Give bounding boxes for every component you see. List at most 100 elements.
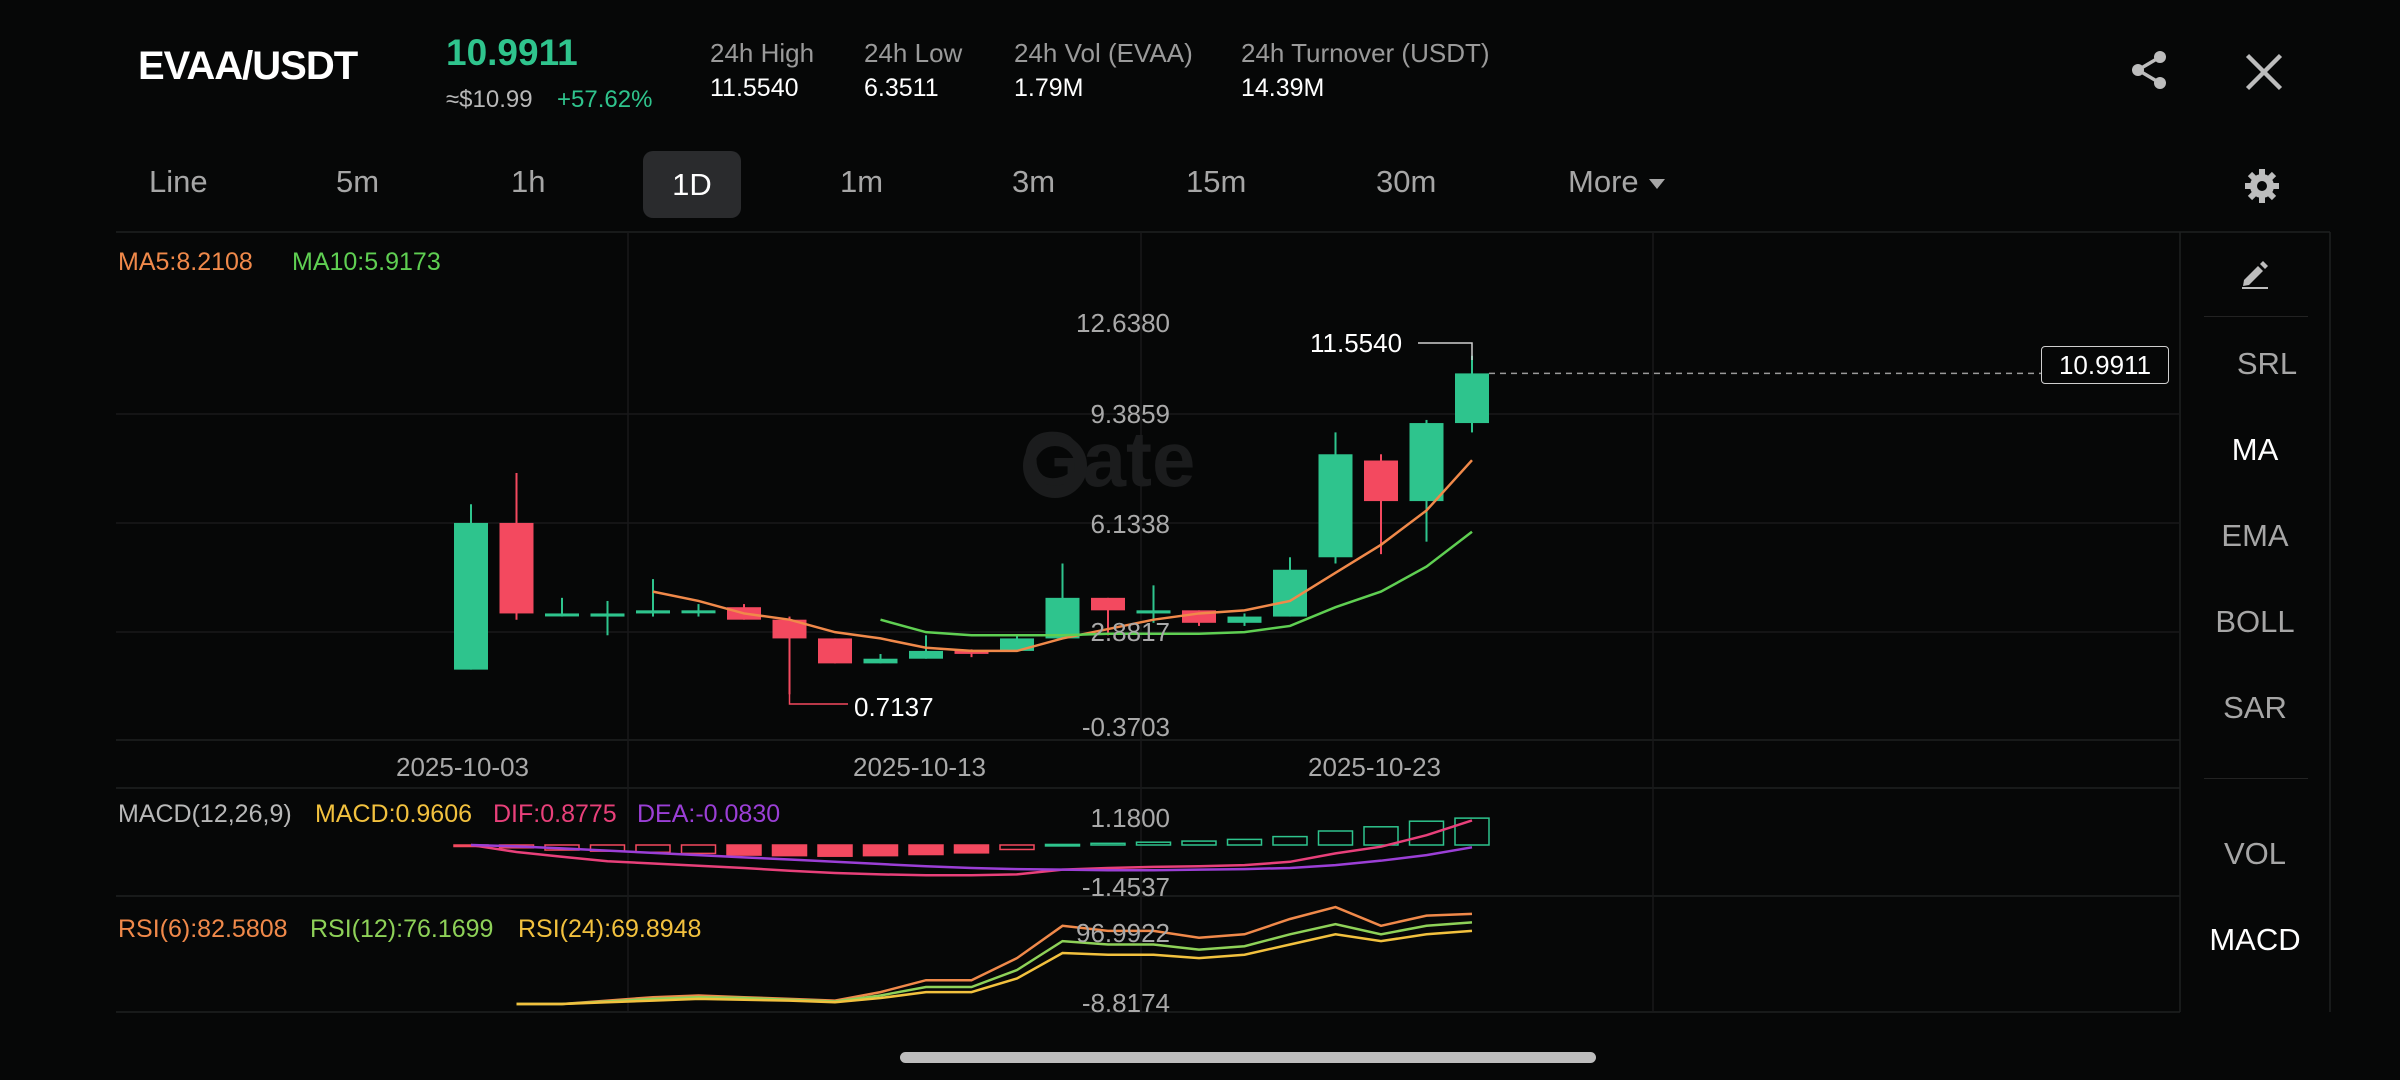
- rsi6-value: RSI(6):82.5808: [118, 915, 288, 943]
- candle-body: [863, 658, 898, 664]
- macd-bar: [1272, 835, 1308, 846]
- gate-logo-icon: [1023, 434, 1087, 498]
- side-divider: [2204, 316, 2308, 317]
- macd-bar: [862, 844, 899, 857]
- trading-pair: EVAA/USDT: [138, 44, 358, 88]
- last-price: 10.9911: [446, 32, 578, 73]
- tf-30m[interactable]: 30m: [1376, 164, 1437, 199]
- tf-5m[interactable]: 5m: [336, 164, 380, 199]
- caret-down-icon: [1648, 178, 1665, 189]
- candle-body: [1409, 423, 1444, 502]
- x-tick-label: 2025-10-13: [853, 752, 986, 782]
- share-icon[interactable]: [2128, 48, 2172, 92]
- candle-body: [1455, 373, 1489, 424]
- price-axis-label: 6.1338: [1090, 509, 1170, 539]
- candle-body: [454, 522, 488, 670]
- macd-bar: [1044, 843, 1081, 847]
- chart-grid: [116, 231, 2331, 1013]
- stat-label-high: 24h High: [710, 38, 815, 68]
- rsi24-line: [516, 929, 1473, 1006]
- price-axis-label: 9.3859: [1090, 399, 1170, 429]
- candle-body: [590, 613, 625, 617]
- rsi12-value: RSI(12):76.1699: [310, 915, 494, 943]
- x-tick-label: 2025-10-23: [1308, 752, 1441, 782]
- candle-body: [909, 650, 943, 659]
- low-marker-leader: [788, 686, 848, 705]
- indicator-vol[interactable]: VOL: [2223, 836, 2287, 871]
- ma5-line: [652, 459, 1473, 653]
- indicator-sar[interactable]: SAR: [2223, 690, 2287, 725]
- tf-1h[interactable]: 1h: [511, 164, 546, 199]
- macd-axis-label: 1.1800: [1090, 803, 1170, 833]
- macd-bar: [1408, 820, 1445, 846]
- indicator-macd[interactable]: MACD: [2209, 922, 2301, 957]
- rsi24-value: RSI(24):69.8948: [518, 915, 702, 943]
- macd-bar: [1090, 842, 1126, 846]
- candle-body: [772, 619, 807, 639]
- macd-bar: [1454, 817, 1490, 846]
- candle-body: [1045, 597, 1080, 639]
- macd-value: MACD:0.9606: [315, 800, 473, 828]
- stat-label-turnover: 24h Turnover (USDT): [1241, 38, 1490, 68]
- macd-bar: [1135, 841, 1172, 846]
- candle-body: [681, 610, 716, 614]
- tf-1m[interactable]: 1m: [840, 164, 884, 199]
- macd-bar: [1181, 840, 1217, 846]
- rsi12-line: [516, 921, 1473, 1006]
- indicator-srl[interactable]: SRL: [2236, 346, 2298, 381]
- candle-body: [499, 522, 534, 614]
- macd-panel: [453, 817, 1490, 877]
- candle-body: [1318, 454, 1353, 558]
- x-tick-label: 2025-10-03: [396, 752, 529, 782]
- stat-value-low: 6.3511: [864, 74, 939, 102]
- last-price-tag: 10.9911: [2041, 346, 2169, 384]
- ma10-label: MA10:5.9173: [292, 248, 441, 276]
- high-marker-label: 11.5540: [1310, 328, 1403, 358]
- low-marker-label: 0.7137: [854, 692, 934, 722]
- home-indicator[interactable]: [900, 1052, 1596, 1063]
- rsi-panel: [516, 905, 1473, 1006]
- macd-bar: [1317, 830, 1354, 846]
- candle-body: [1227, 616, 1262, 623]
- candle-body: [818, 638, 852, 664]
- gear-icon[interactable]: [2244, 168, 2280, 204]
- tf-more-button[interactable]: More: [1568, 164, 1665, 200]
- usd-price: ≈$10.99: [446, 86, 533, 113]
- candles: [454, 355, 1489, 695]
- price-axis-label: -0.3703: [1081, 712, 1170, 742]
- candle-body: [1364, 460, 1398, 502]
- ma10-line: [880, 530, 1473, 637]
- rsi-axis-label: -8.8174: [1081, 988, 1170, 1018]
- macd-bar: [1363, 826, 1399, 846]
- candle-body: [636, 610, 670, 614]
- dif-value: DIF:0.8775: [493, 800, 617, 828]
- indicator-ma[interactable]: MA: [2231, 432, 2279, 467]
- high-marker-leader: [1418, 342, 1473, 360]
- indicator-boll[interactable]: BOLL: [2215, 604, 2295, 639]
- tf-line[interactable]: Line: [149, 164, 208, 199]
- indicator-ema[interactable]: EMA: [2221, 518, 2289, 553]
- candle-body: [1091, 597, 1125, 611]
- macd-bar: [908, 844, 944, 856]
- dea-line: [470, 843, 1473, 872]
- stat-label-low: 24h Low: [864, 38, 963, 68]
- side-divider-2: [2204, 778, 2308, 779]
- close-icon[interactable]: [2242, 50, 2286, 94]
- candle-body: [954, 650, 989, 654]
- stat-value-vol: 1.79M: [1014, 74, 1084, 102]
- tf-more-label: More: [1568, 164, 1639, 199]
- price-axis-label: 12.6380: [1076, 308, 1170, 338]
- tf-15m[interactable]: 15m: [1186, 164, 1247, 199]
- stat-value-turnover: 14.39M: [1241, 74, 1325, 102]
- tf-1d-active[interactable]: 1D: [643, 151, 741, 218]
- stat-value-high: 11.5540: [710, 74, 799, 102]
- pencil-icon[interactable]: [2238, 256, 2272, 290]
- dea-value: DEA:-0.0830: [637, 800, 781, 828]
- macd-title: MACD(12,26,9): [118, 800, 292, 828]
- rsi-axis-label: 96.9922: [1076, 918, 1170, 948]
- ma5-label: MA5:8.2108: [118, 248, 253, 276]
- rsi6-line: [516, 905, 1473, 1006]
- tf-3m[interactable]: 3m: [1012, 164, 1056, 199]
- macd-bar: [1226, 838, 1263, 846]
